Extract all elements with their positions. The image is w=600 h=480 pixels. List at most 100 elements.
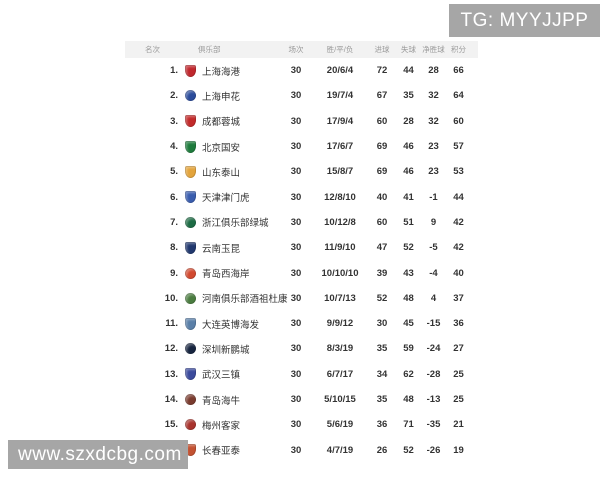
club-name: 大连英博海发 — [202, 319, 260, 331]
rank-cell: 7. — [170, 216, 178, 228]
points-cell: 27 — [453, 343, 464, 355]
club-name: 浙江俱乐部绿城 — [202, 218, 269, 230]
table-header-row: 名次 俱乐部 场次 胜/平/负 进球 失球 净胜球 积分 — [125, 41, 478, 58]
header-goal-diff: 净胜球 — [422, 45, 445, 54]
goals-against-cell: 52 — [403, 242, 414, 254]
table-row: 1. 上海海港 30 20/6/4 72 44 28 66 — [125, 58, 478, 84]
club-name: 深圳新鹏城 — [202, 344, 250, 356]
points-cell: 44 — [453, 191, 464, 203]
table-body: 1. 上海海港 30 20/6/4 72 44 28 66 2. 上海申花 30… — [125, 58, 478, 463]
goal-diff-cell: 32 — [428, 115, 439, 127]
goals-against-cell: 59 — [403, 343, 414, 355]
club-cell: 天津津门虎 — [180, 190, 280, 204]
rank-cell: 10. — [164, 292, 178, 304]
club-cell: 北京国安 — [180, 140, 280, 154]
goals-against-cell: 35 — [403, 90, 414, 102]
club-logo-icon — [185, 140, 196, 153]
points-cell: 64 — [453, 90, 464, 102]
goal-diff-cell: -26 — [426, 444, 441, 456]
club-name: 云南玉昆 — [202, 243, 241, 255]
played-cell: 30 — [290, 444, 302, 456]
table-row: 13. 武汉三镇 30 6/7/17 34 62 -28 25 — [125, 361, 478, 387]
club-name: 北京国安 — [202, 142, 241, 154]
header-points: 积分 — [451, 45, 466, 54]
goal-diff-cell: -28 — [426, 368, 441, 380]
goals-against-cell: 41 — [403, 191, 414, 203]
goal-diff-cell: 23 — [428, 166, 439, 178]
wdl-cell: 12/8/10 — [324, 191, 356, 203]
table-row: 2. 上海申花 30 19/7/4 67 35 32 64 — [125, 83, 478, 109]
club-name: 青岛西海岸 — [202, 269, 250, 281]
rank-cell: 11. — [165, 318, 178, 330]
points-cell: 21 — [453, 419, 464, 431]
club-cell: 浙江俱乐部绿城 — [180, 215, 280, 229]
club-name: 梅州客家 — [202, 420, 241, 432]
goals-against-cell: 46 — [403, 166, 414, 178]
played-cell: 30 — [290, 90, 302, 102]
club-cell: 武汉三镇 — [180, 367, 280, 381]
played-cell: 30 — [290, 343, 302, 355]
watermark-bottom-left-text: www.szxdcbg.com — [18, 443, 182, 465]
table-row: 7. 浙江俱乐部绿城 30 10/12/8 60 51 9 42 — [125, 209, 478, 236]
goals-against-cell: 43 — [403, 267, 414, 279]
goals-for-cell: 40 — [376, 191, 388, 203]
goals-for-cell: 52 — [376, 292, 388, 304]
goals-against-cell: 45 — [403, 318, 414, 330]
club-logo-icon — [185, 241, 196, 254]
played-cell: 30 — [290, 368, 302, 380]
goals-for-cell: 35 — [376, 343, 388, 355]
club-name: 河南俱乐部酒祖杜康 — [202, 294, 288, 306]
club-logo-icon — [185, 165, 196, 178]
wdl-cell: 20/6/4 — [326, 65, 354, 77]
goals-for-cell: 30 — [376, 318, 388, 330]
club-cell: 青岛西海岸 — [180, 266, 280, 280]
points-cell: 42 — [453, 242, 464, 254]
club-cell: 大连英博海发 — [180, 317, 280, 331]
header-played: 场次 — [288, 45, 304, 54]
goals-against-cell: 48 — [403, 292, 414, 304]
rank-cell: 8. — [170, 242, 178, 254]
goals-against-cell: 62 — [403, 368, 414, 380]
wdl-cell: 10/7/13 — [324, 292, 356, 304]
header-goals-against: 失球 — [401, 45, 416, 54]
club-cell: 上海海港 — [180, 64, 280, 78]
club-logo-icon — [185, 444, 196, 457]
played-cell: 30 — [290, 141, 302, 153]
goals-for-cell: 34 — [376, 368, 388, 380]
goals-for-cell: 69 — [376, 166, 388, 178]
played-cell: 30 — [290, 166, 302, 178]
club-logo-icon — [185, 317, 196, 330]
played-cell: 30 — [290, 267, 302, 279]
rank-cell: 13. — [164, 368, 178, 380]
table-row: 4. 北京国安 30 17/6/7 69 46 23 57 — [125, 133, 478, 160]
goal-diff-cell: -4 — [429, 267, 438, 279]
rank-cell: 14. — [164, 394, 178, 405]
wdl-cell: 15/8/7 — [326, 166, 354, 178]
goals-against-cell: 44 — [403, 65, 414, 77]
club-name: 武汉三镇 — [202, 370, 241, 382]
wdl-cell: 6/7/17 — [326, 368, 354, 380]
wdl-cell: 17/9/4 — [326, 115, 354, 127]
rank-cell: 1. — [170, 65, 178, 77]
goals-for-cell: 60 — [376, 216, 388, 228]
goal-diff-cell: 28 — [428, 65, 439, 77]
goal-diff-cell: -24 — [426, 343, 441, 355]
club-cell: 深圳新鹏城 — [180, 342, 280, 356]
rank-cell: 9. — [170, 267, 178, 279]
club-logo-icon — [185, 115, 196, 128]
played-cell: 30 — [290, 318, 302, 330]
points-cell: 57 — [453, 141, 464, 153]
league-standings-table: 名次 俱乐部 场次 胜/平/负 进球 失球 净胜球 积分 1. 上海海港 30 … — [125, 41, 478, 463]
points-cell: 42 — [453, 216, 464, 228]
watermark-top-right: TG: MYYJJPP — [449, 4, 600, 37]
table-row: 8. 云南玉昆 30 11/9/10 47 52 -5 42 — [125, 235, 478, 261]
rank-cell: 6. — [170, 191, 178, 203]
watermark-bottom-left: www.szxdcbg.com — [8, 440, 188, 469]
wdl-cell: 19/7/4 — [326, 90, 354, 102]
club-cell: 河南俱乐部酒祖杜康 — [180, 291, 288, 305]
goals-for-cell: 36 — [376, 419, 388, 431]
points-cell: 19 — [453, 444, 464, 456]
played-cell: 30 — [290, 292, 302, 304]
rank-cell: 2. — [170, 90, 178, 102]
